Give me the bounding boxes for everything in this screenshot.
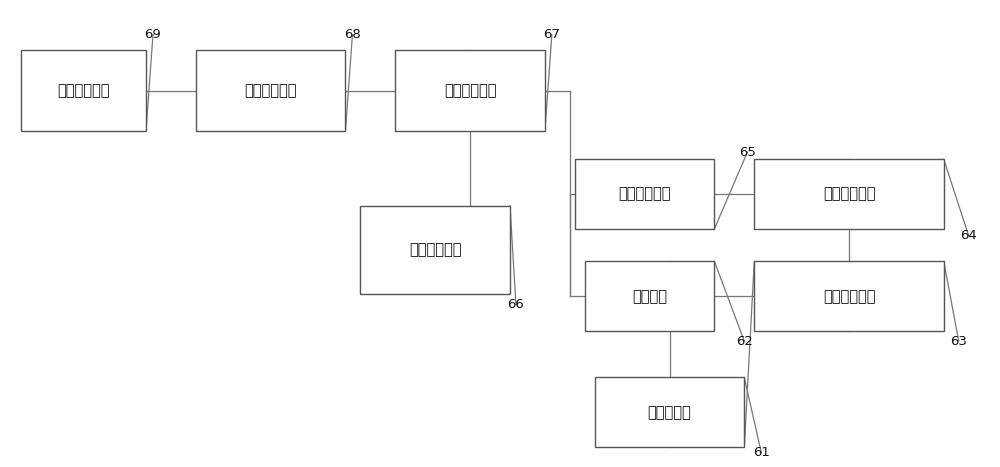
Text: 69: 69 xyxy=(145,28,161,41)
Text: 姿态估计装置: 姿态估计装置 xyxy=(618,186,671,202)
Text: 67: 67 xyxy=(543,28,560,41)
Text: 图像处理模块: 图像处理模块 xyxy=(444,83,496,98)
Text: 红外传感器: 红外传感器 xyxy=(648,405,691,420)
Bar xyxy=(754,159,944,229)
Text: 63: 63 xyxy=(950,335,967,348)
Text: 66: 66 xyxy=(508,298,524,311)
Text: 68: 68 xyxy=(344,28,361,41)
Text: 人脸捕捉装置: 人脸捕捉装置 xyxy=(823,289,875,304)
Text: 皮肤分析装置: 皮肤分析装置 xyxy=(409,242,461,257)
Bar xyxy=(21,50,146,131)
Text: 62: 62 xyxy=(736,335,753,348)
Bar xyxy=(575,159,714,229)
Bar xyxy=(360,205,510,294)
Text: 摄像头组: 摄像头组 xyxy=(632,289,667,304)
Text: 64: 64 xyxy=(960,229,977,242)
Bar xyxy=(585,262,714,331)
Text: 人脸分析模块: 人脸分析模块 xyxy=(57,83,110,98)
Bar xyxy=(754,262,944,331)
Text: 61: 61 xyxy=(753,446,770,459)
Bar xyxy=(395,50,545,131)
Text: 特征提取模块: 特征提取模块 xyxy=(244,83,297,98)
Text: 正脸估计装置: 正脸估计装置 xyxy=(823,186,875,202)
Bar xyxy=(196,50,345,131)
Text: 65: 65 xyxy=(739,146,756,159)
Bar xyxy=(595,377,744,447)
